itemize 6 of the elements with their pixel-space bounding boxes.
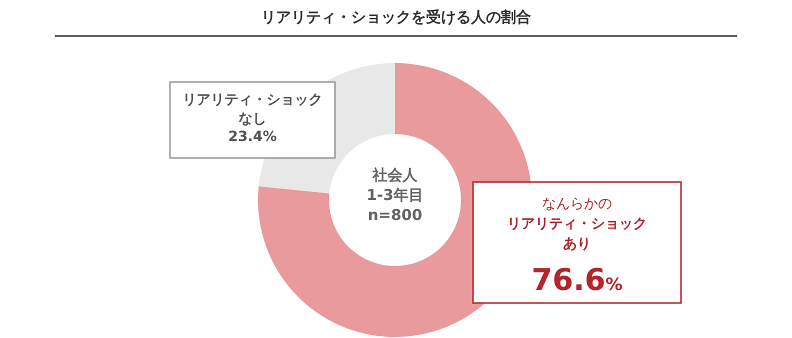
slice-label: リアリティ・ショックなし	[182, 92, 322, 127]
data-label: 76.6%	[531, 263, 623, 298]
annotation: 社会人 1-3年目 n=800	[366, 166, 424, 224]
slice-label: なんらかのリアリティ・ショックあり	[507, 196, 647, 252]
title: リアリティ・ショックを受ける人の割合	[261, 8, 531, 26]
data-label: 23.4%	[228, 129, 277, 145]
